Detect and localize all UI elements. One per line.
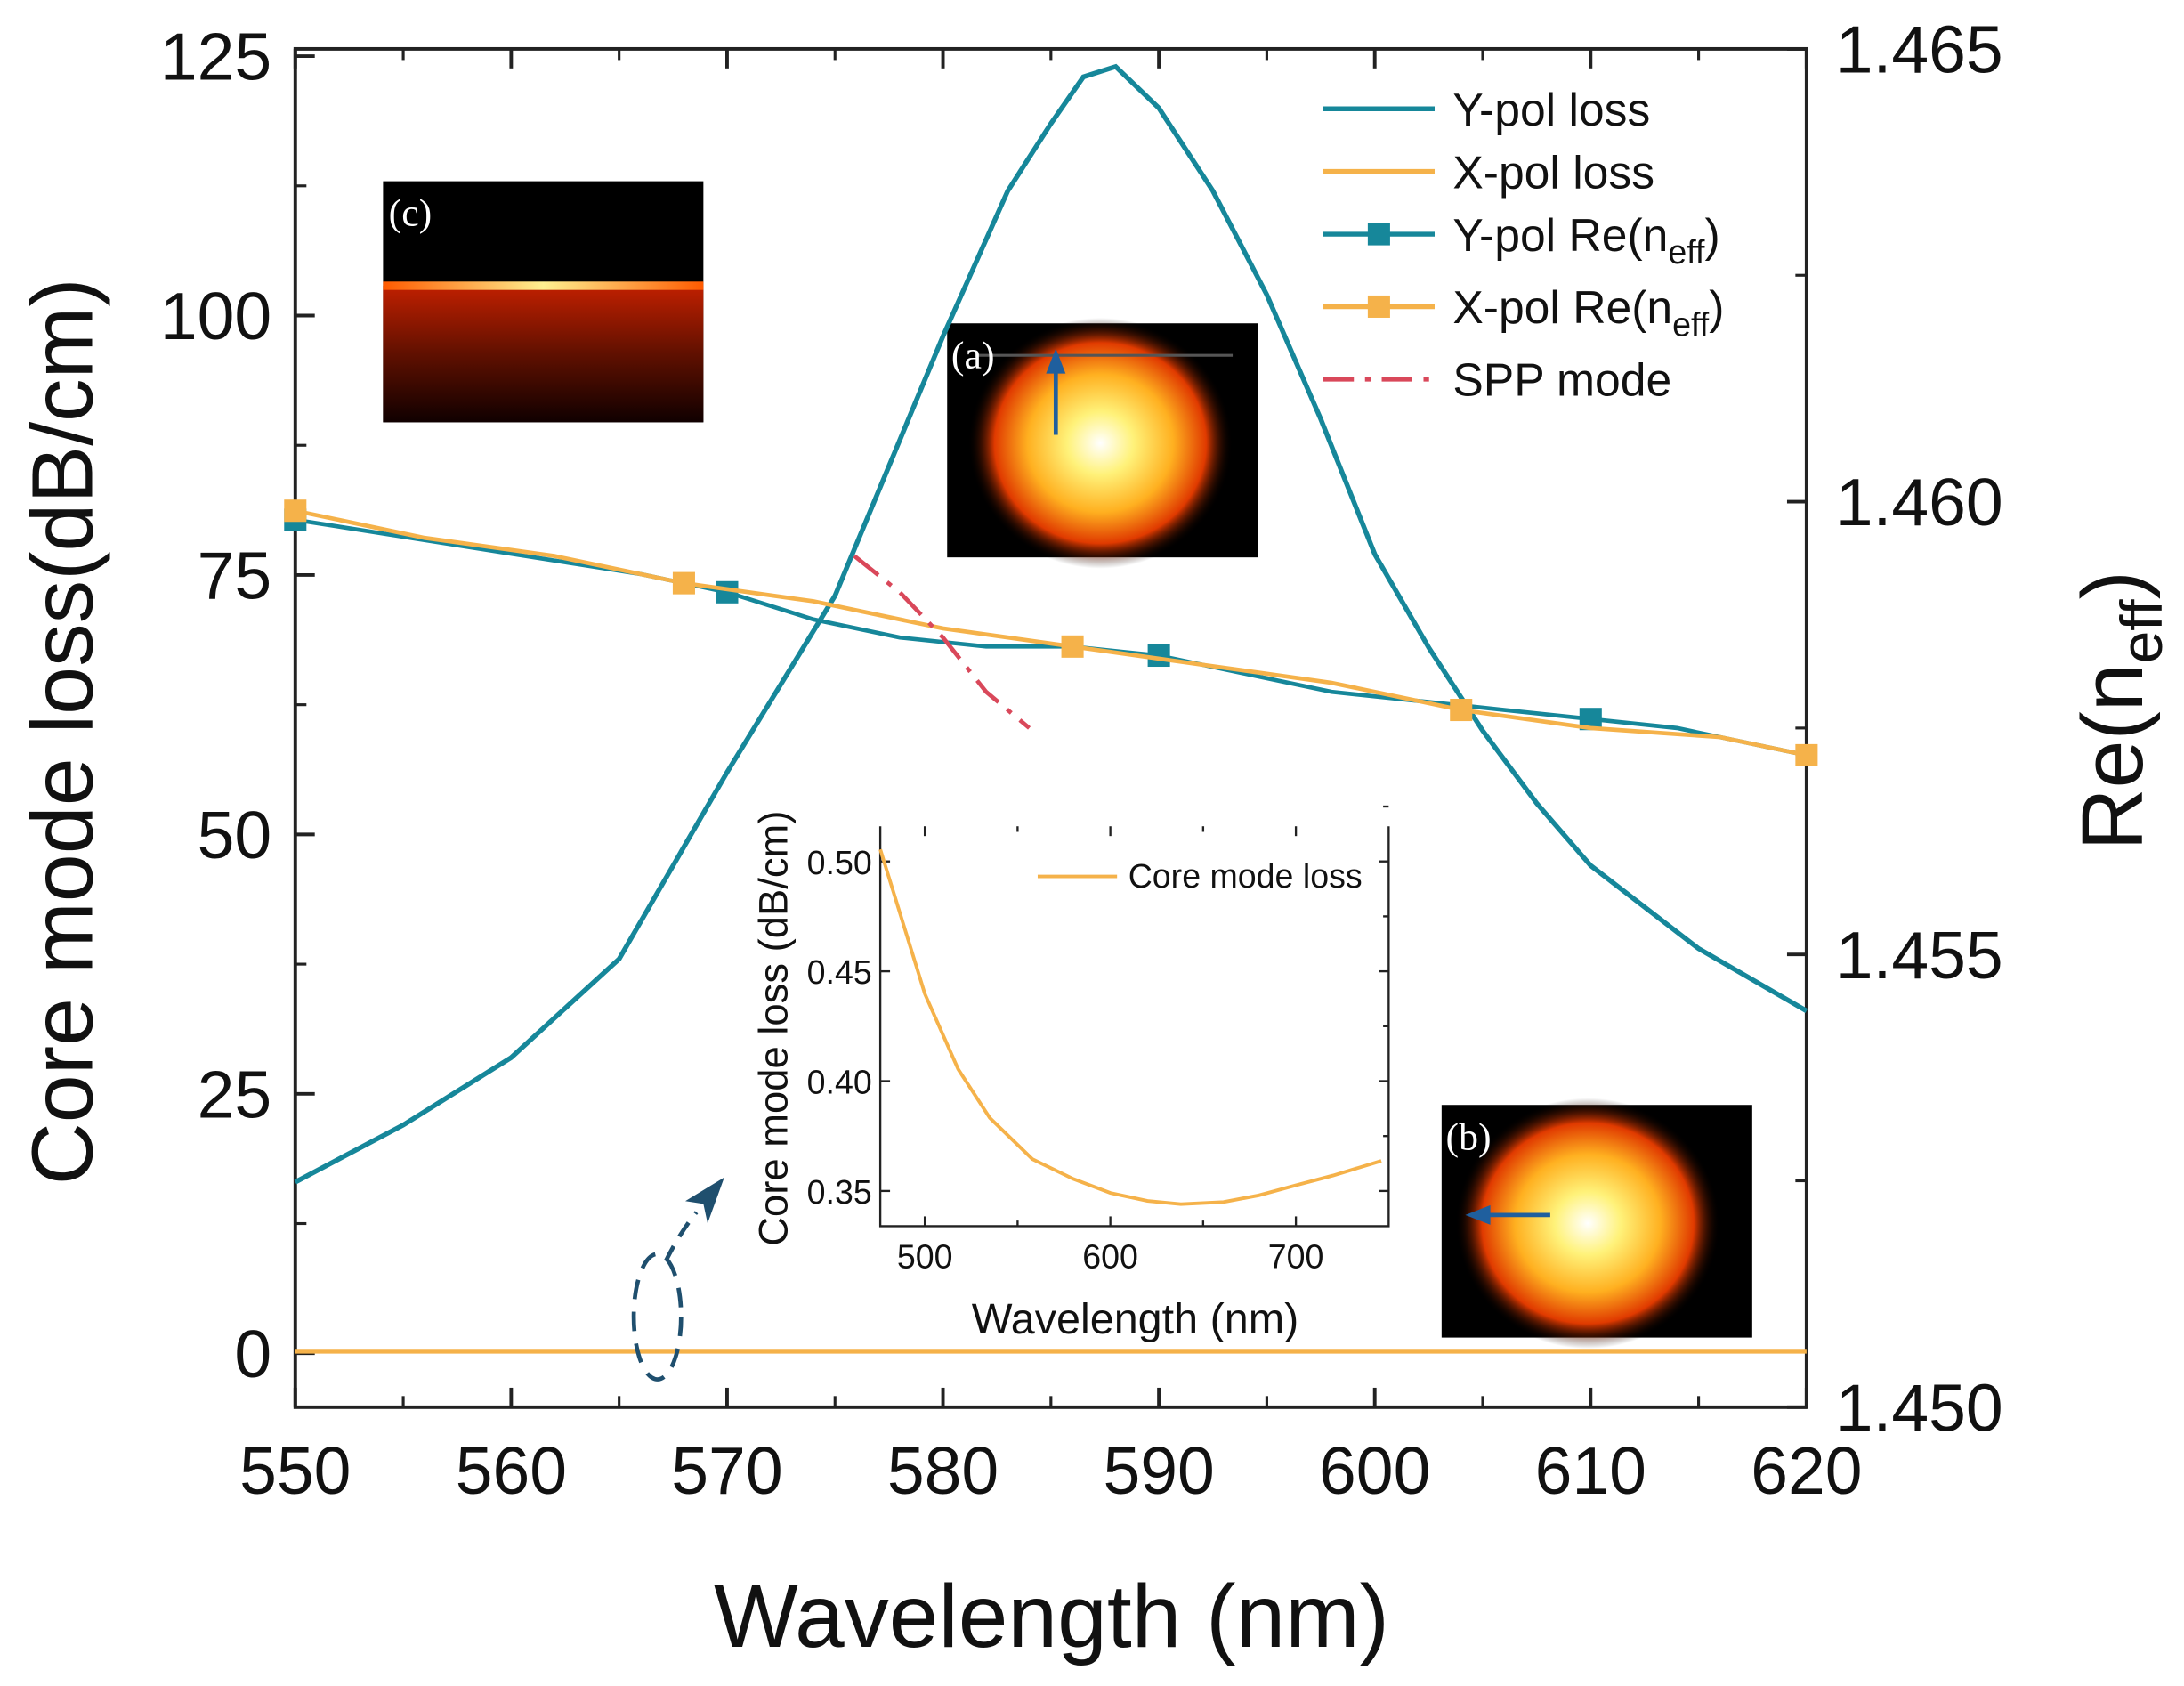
inset-y-tick-label: 0.40	[807, 1064, 872, 1101]
legend-label: X-pol loss	[1452, 146, 1654, 198]
data-marker	[1061, 635, 1084, 658]
x-axis-label: Wavelength (nm)	[714, 1567, 1389, 1666]
data-marker	[1795, 743, 1818, 766]
x-tick-label: 620	[1751, 1433, 1862, 1508]
legend-marker	[1367, 295, 1390, 318]
legend-label: Y-pol loss	[1452, 84, 1650, 135]
main-axes: 550 560 570 580 590 600 610 620 0 25 50 75 100 125 1.4…	[13, 12, 2174, 1667]
inset-y-tick-label: 0.35	[807, 1173, 872, 1211]
data-marker	[284, 499, 307, 523]
series-line-spp-mode	[853, 554, 1031, 730]
inset-x-tick-label: 600	[1082, 1237, 1138, 1275]
data-marker	[1450, 699, 1473, 722]
panel-a: (a)	[947, 317, 1258, 569]
legend-label: X-pol Re(neff)	[1452, 281, 1724, 343]
inset-x-axis-label: Wavelength (nm)	[972, 1295, 1298, 1343]
legend-marker	[1367, 223, 1390, 246]
inset-chart: 500 600 700 0.35 0.40 0.45 0.50 Wavelength (nm)…	[750, 805, 1403, 1343]
inset-y-tick-label: 0.45	[807, 953, 872, 991]
x-tick-label: 560	[456, 1433, 567, 1508]
y-right-tick-label: 1.465	[1836, 12, 2003, 87]
panel-c: (c)	[383, 181, 704, 423]
x-tick-label: 570	[671, 1433, 782, 1508]
inset-x-tick-label: 500	[897, 1237, 953, 1275]
inset-series-line-core-mode-loss	[878, 848, 1382, 1206]
inset-y-tick-label: 0.50	[807, 844, 872, 881]
y-axis-label: Core mode loss(dB/cm)	[13, 278, 110, 1185]
y-right-tick-label: 1.450	[1836, 1370, 2003, 1445]
data-marker	[672, 571, 695, 595]
x-tick-label: 550	[239, 1433, 351, 1508]
inset-legend-label: Core mode loss	[1128, 857, 1363, 895]
x-tick-label: 590	[1103, 1433, 1214, 1508]
y-tick-label: 50	[198, 798, 272, 872]
y-tick-label: 100	[160, 279, 271, 353]
panel-label-b: (b)	[1446, 1115, 1492, 1158]
panel-b: (b)	[1441, 1098, 1752, 1350]
series-line-y-pol-loss	[294, 63, 1808, 1185]
y-tick-label: 125	[160, 20, 271, 94]
y-right-tick-label: 1.455	[1836, 918, 2003, 993]
mode-field-panels: (c) (a) (b)	[383, 181, 1752, 1350]
inset-x-tick-label: 700	[1268, 1237, 1324, 1275]
x-tick-label: 600	[1319, 1433, 1430, 1508]
plot-area	[284, 63, 1818, 1354]
x-tick-label: 580	[887, 1433, 999, 1508]
x-tick-label: 610	[1535, 1433, 1646, 1508]
y-tick-label: 0	[234, 1317, 271, 1391]
y-tick-label: 25	[198, 1057, 272, 1131]
legend-label: SPP mode	[1452, 354, 1671, 406]
inset-background	[838, 812, 1403, 1241]
legend-label: Y-pol Re(neff)	[1452, 209, 1719, 271]
y-right-tick-label: 1.460	[1836, 465, 2003, 539]
panel-label-c: (c)	[389, 192, 433, 235]
inset-pointer-annotation	[631, 1177, 724, 1382]
inset-y-axis-label: Core mode loss (dB/cm)	[750, 811, 796, 1246]
legend: Y-pol loss X-pol loss Y-pol Re(neff) X-pol …	[1323, 84, 1724, 406]
panel-label-a: (a)	[951, 334, 995, 377]
y-right-axis-label: Re(neff)	[2064, 571, 2174, 850]
y-tick-label: 75	[198, 539, 272, 613]
